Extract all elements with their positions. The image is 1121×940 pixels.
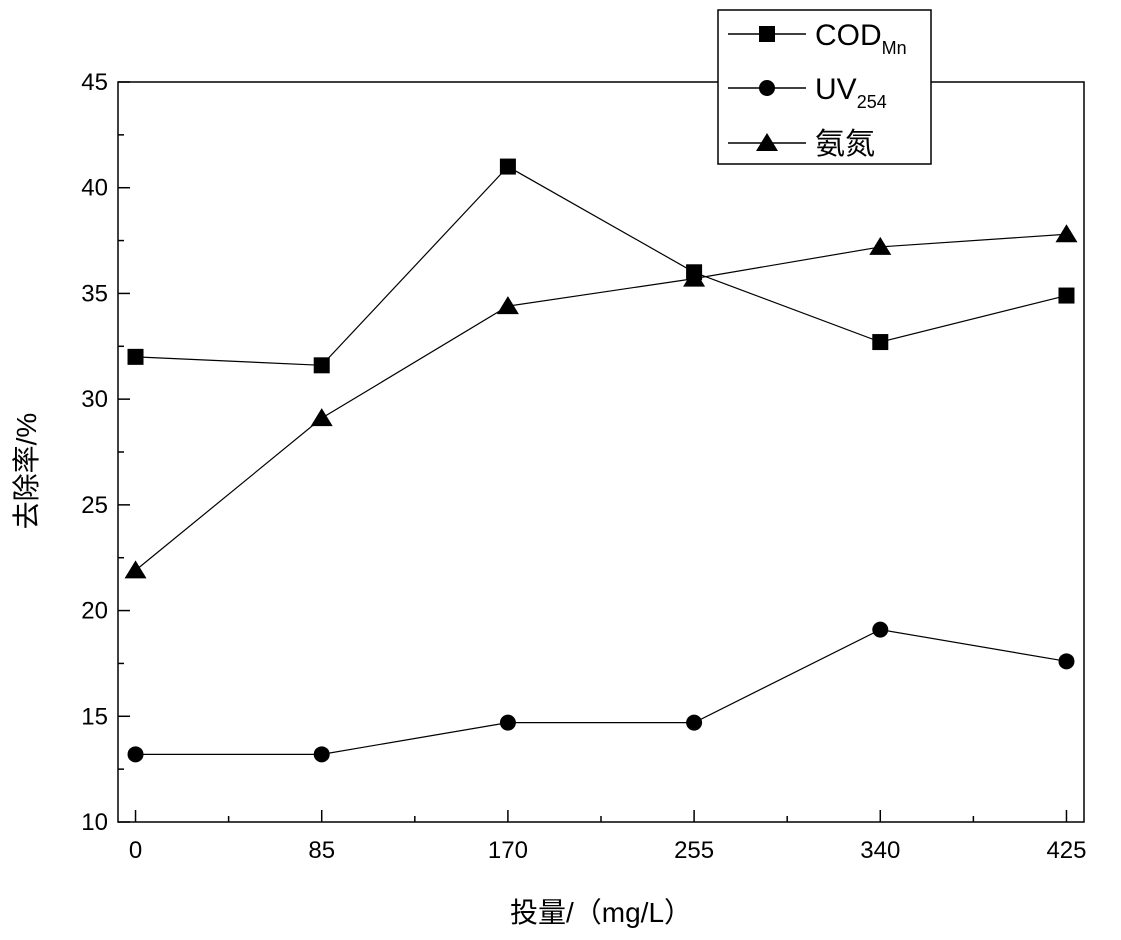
y-tick-label: 25 <box>81 492 108 519</box>
y-tick-label: 10 <box>81 809 108 836</box>
x-tick-label: 340 <box>860 837 900 864</box>
data-point-square <box>313 357 330 374</box>
data-point-square <box>127 348 144 365</box>
data-point-triangle <box>124 560 147 579</box>
legend-marker <box>759 26 775 42</box>
data-point-circle <box>499 714 516 731</box>
x-tick-label: 85 <box>308 837 335 864</box>
y-axis-title: 去除率/% <box>11 413 42 530</box>
series-line-1 <box>135 628 1067 755</box>
series-markers <box>124 158 1078 763</box>
legend: CODMn UV254 氨氮 <box>717 9 932 165</box>
data-point-square <box>499 158 516 175</box>
data-point-square <box>1058 287 1075 304</box>
legend-label: CODMn <box>815 19 907 58</box>
plot-frame <box>117 81 1085 823</box>
data-point-square <box>872 334 889 351</box>
data-point-triangle <box>1055 224 1078 243</box>
data-point-circle <box>686 714 703 731</box>
x-tick-label: 0 <box>129 837 142 864</box>
x-axis-title: 投量/（mg/L） <box>510 897 692 928</box>
series-line-0 <box>135 165 1067 366</box>
y-tick-label: 30 <box>81 386 108 413</box>
x-tick-label: 255 <box>674 837 714 864</box>
data-point-circle <box>127 746 144 763</box>
data-point-circle <box>313 746 330 763</box>
y-tick-label: 15 <box>81 703 108 730</box>
legend-label: UV254 <box>815 73 887 112</box>
legend-marker <box>759 80 775 96</box>
legend-marker <box>756 133 778 151</box>
x-tick-label: 170 <box>488 837 528 864</box>
axis-ticks: 10 15 20 25 30 35 40 45 0 85 170 255 340 425 <box>81 69 1086 864</box>
legend-box <box>717 9 932 165</box>
x-tick-label: 425 <box>1046 837 1086 864</box>
series-lines <box>135 165 1067 755</box>
data-point-triangle <box>496 296 519 315</box>
y-tick-label: 40 <box>81 175 108 202</box>
y-tick-label: 45 <box>81 69 108 96</box>
data-point-triangle <box>310 408 333 427</box>
y-tick-label: 20 <box>81 598 108 625</box>
series-line-2 <box>135 233 1067 571</box>
legend-label: 氨氮 <box>815 128 875 161</box>
data-point-circle <box>872 621 889 638</box>
data-point-circle <box>1058 653 1075 670</box>
y-tick-label: 35 <box>81 280 108 307</box>
data-point-triangle <box>869 236 892 255</box>
data-point-triangle <box>683 268 706 287</box>
